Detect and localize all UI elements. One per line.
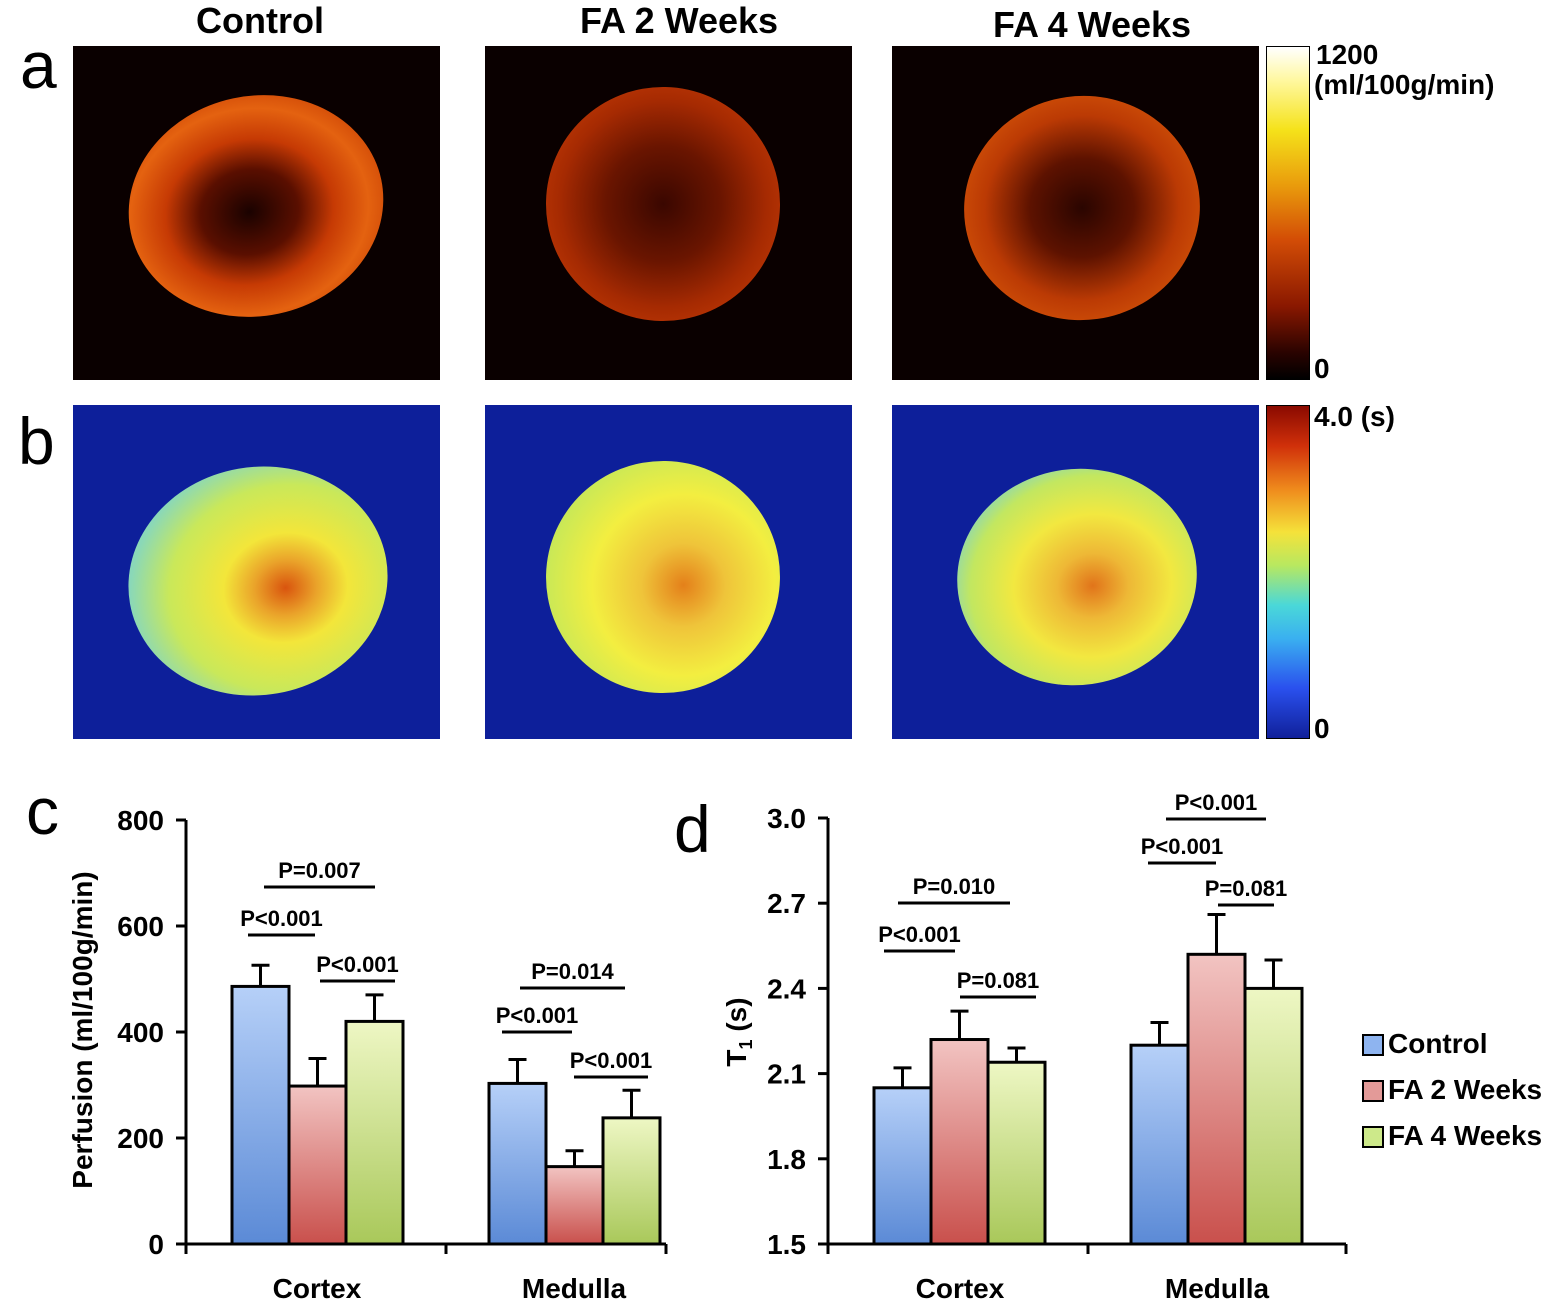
perfusion-category-label: Medulla (522, 1273, 627, 1304)
t1-bar-chart: 1.5 1.8 2.1 2.4 2.7 3.0 Cortex Medulla P=0.010 P<… (721, 790, 1348, 1304)
t1-significance-label: P=0.010 (913, 874, 996, 899)
t1-y-axis-title: T1 (s) (721, 997, 756, 1066)
column-title-fa2: FA 2 Weeks (579, 0, 779, 41)
panel-letter-c: c (26, 774, 59, 848)
perfusion-map-control (73, 46, 440, 380)
t1-bar-control-medulla (1129, 1043, 1190, 1246)
t1-y-tick-label: 3.0 (767, 803, 806, 834)
perfusion-y-axis-title: Perfusion (ml/100g/min) (67, 871, 98, 1188)
legend-swatch-fa2 (1362, 1080, 1384, 1102)
t1-map-fa2 (485, 405, 852, 739)
t1-bar-fa-4-weeks-medulla (1243, 986, 1304, 1246)
legend-label-fa2: FA 2 Weeks (1388, 1074, 1543, 1105)
perfusion-y-tick-label: 200 (117, 1123, 164, 1154)
perfusion-colorbar-min: 0 (1314, 353, 1330, 384)
t1-significance-label: P=0.081 (1205, 876, 1288, 901)
panel-letter-d: d (674, 792, 711, 866)
perfusion-colorbar (1266, 46, 1310, 380)
legend-item-fa2: FA 2 Weeks (1360, 1074, 1560, 1110)
panel-letter-b: b (18, 404, 55, 478)
t1-y-tick-label: 2.4 (767, 973, 806, 1004)
column-title-control: Control (196, 0, 324, 41)
chart-legend: Control FA 2 Weeks FA 4 Weeks (1360, 1028, 1560, 1168)
t1-significance-label: P<0.001 (878, 922, 961, 947)
perfusion-significance-label: P<0.001 (496, 1003, 579, 1028)
perfusion-map-fa2 (485, 46, 852, 380)
legend-label-fa4: FA 4 Weeks (1388, 1120, 1543, 1151)
perfusion-significance-label: P<0.001 (316, 952, 399, 977)
perfusion-y-tick-label: 0 (148, 1229, 164, 1260)
perfusion-bar-control-cortex (230, 984, 291, 1246)
perfusion-bar-control-medulla (487, 1081, 548, 1246)
perfusion-significance-label: P<0.001 (240, 906, 323, 931)
perfusion-y-tick-label: 800 (117, 805, 164, 836)
t1-y-tick-label: 2.1 (767, 1059, 806, 1090)
t1-map-control (73, 405, 440, 739)
t1-bar-control-cortex (872, 1086, 933, 1246)
t1-bar-fa-2-weeks-medulla (1186, 952, 1247, 1246)
perfusion-colorbar-unit: (ml/100g/min) (1314, 69, 1495, 100)
t1-y-tick-label: 2.7 (767, 888, 806, 919)
perfusion-significance-label: P<0.001 (570, 1048, 653, 1073)
t1-bar-fa-4-weeks-cortex (986, 1060, 1047, 1246)
t1-y-tick-label: 1.8 (767, 1144, 806, 1175)
t1-y-tick-label: 1.5 (767, 1229, 806, 1260)
t1-category-label: Cortex (916, 1273, 1005, 1304)
perfusion-colorbar-max: 1200 (1316, 39, 1379, 70)
perfusion-category-label: Cortex (273, 1273, 362, 1304)
t1-colorbar-max: 4.0 (s) (1314, 401, 1395, 432)
t1-significance-label: P=0.081 (957, 968, 1040, 993)
t1-colorbar (1266, 405, 1310, 739)
perfusion-bar-chart: 0 200 400 600 800 Cortex Medulla P=0.007 P<0.001… (67, 805, 668, 1304)
t1-bar-fa-2-weeks-cortex (929, 1038, 990, 1246)
perfusion-map-fa4 (892, 46, 1259, 380)
legend-item-fa4: FA 4 Weeks (1360, 1120, 1560, 1156)
t1-significance-label: P<0.001 (1141, 834, 1224, 859)
perfusion-significance-label: P=0.014 (531, 959, 614, 984)
perfusion-bar-fa-2-weeks-cortex (287, 1084, 348, 1246)
perfusion-y-tick-label: 600 (117, 911, 164, 942)
t1-map-fa4 (892, 405, 1259, 739)
t1-significance-label: P<0.001 (1175, 790, 1258, 815)
column-title-fa4: FA 4 Weeks (992, 4, 1192, 45)
t1-colorbar-min: 0 (1314, 713, 1330, 744)
perfusion-bar-fa-2-weeks-medulla (544, 1165, 605, 1246)
perfusion-bar-fa-4-weeks-medulla (601, 1116, 662, 1246)
legend-label-control: Control (1388, 1028, 1488, 1059)
legend-swatch-control (1362, 1034, 1384, 1056)
perfusion-bar-fa-4-weeks-cortex (344, 1019, 405, 1246)
panel-letter-a: a (20, 28, 57, 102)
t1-category-label: Medulla (1165, 1273, 1270, 1304)
perfusion-significance-label: P=0.007 (278, 858, 361, 883)
perfusion-y-tick-label: 400 (117, 1017, 164, 1048)
legend-swatch-fa4 (1362, 1126, 1384, 1148)
legend-item-control: Control (1360, 1028, 1560, 1064)
